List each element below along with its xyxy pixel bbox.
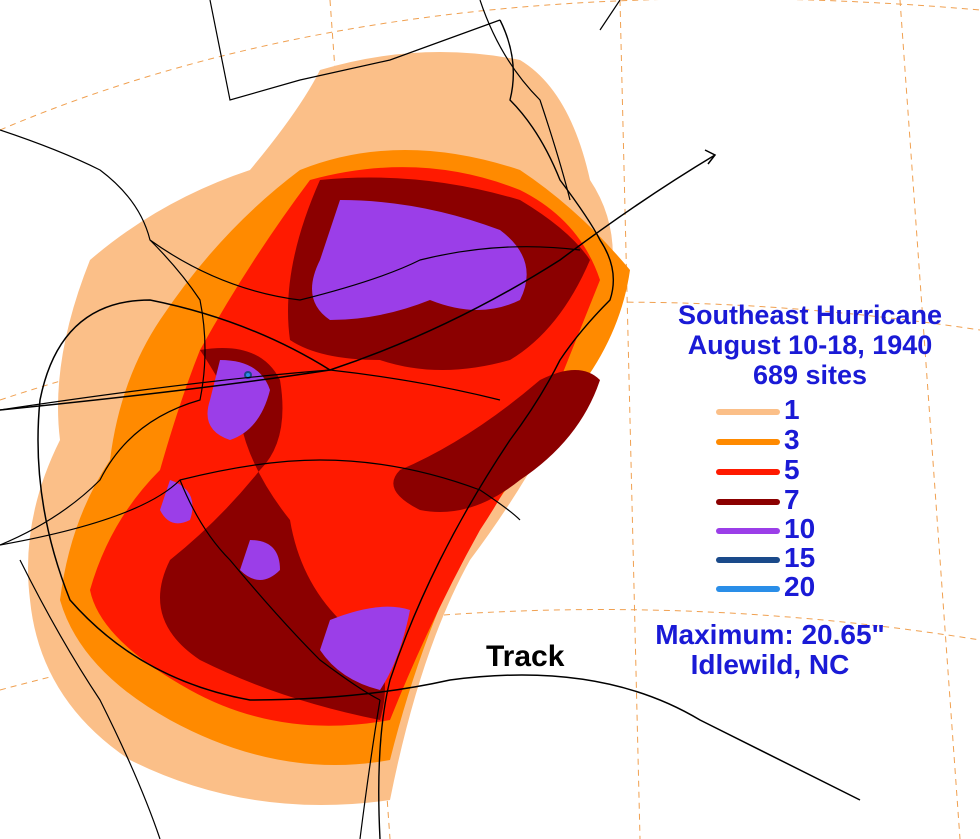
legend-swatch xyxy=(716,409,780,415)
coastline xyxy=(378,19,615,839)
legend-swatch xyxy=(716,499,780,505)
legend-swatch xyxy=(716,528,780,534)
legend-label: 20 xyxy=(784,571,816,602)
legend-label: 15 xyxy=(784,542,816,573)
legend-swatch xyxy=(716,469,780,475)
legend-swatch xyxy=(716,557,780,563)
legend-label: 7 xyxy=(784,484,800,515)
hurricane-track xyxy=(0,149,861,801)
legend-swatch xyxy=(716,439,780,445)
title-line-3: 689 sites xyxy=(752,360,868,390)
maximum-label: Maximum: 20.65" Idlewild, NC xyxy=(610,620,930,680)
legend-swatch xyxy=(716,586,780,592)
maximum-location: Idlewild, NC xyxy=(690,649,850,680)
title-line-2: August 10-18, 1940 xyxy=(687,330,933,360)
legend-label: 10 xyxy=(784,513,816,544)
rain-band-20 xyxy=(246,373,250,377)
maximum-value: Maximum: 20.65" xyxy=(655,619,885,650)
map-title: Southeast Hurricane August 10-18, 1940 6… xyxy=(640,300,980,390)
state-borders xyxy=(0,0,621,839)
track-label: Track xyxy=(486,640,565,673)
title-line-1: Southeast Hurricane xyxy=(677,300,943,330)
legend-label: 1 xyxy=(784,394,800,425)
legend-label: 5 xyxy=(784,454,800,485)
legend-label: 3 xyxy=(784,424,800,455)
